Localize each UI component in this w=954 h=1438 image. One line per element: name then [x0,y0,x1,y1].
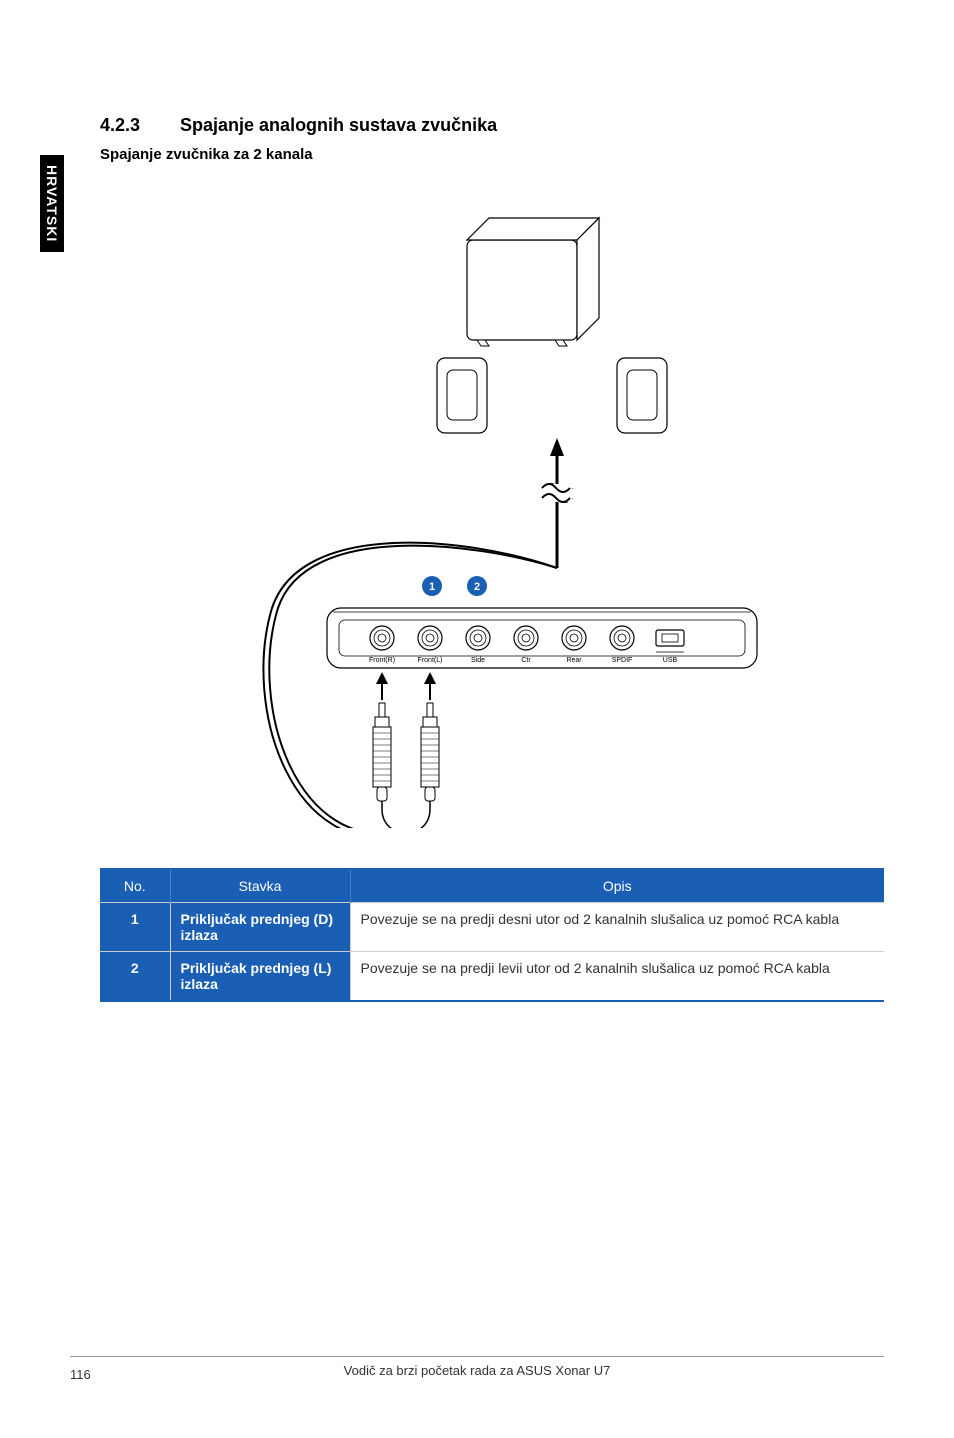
svg-text:Front(R): Front(R) [369,657,395,664]
row-item: Priključak prednjeg (D) izlaza [170,903,350,952]
svg-text:Rear: Rear [566,657,582,664]
svg-text:Front(L): Front(L) [418,657,443,664]
col-header-item: Stavka [170,870,350,903]
svg-text:SPDIF: SPDIF [612,657,633,664]
footer-title: Vodič za brzi početak rada za ASUS Xonar… [70,1363,884,1378]
row-desc: Povezuje se na predji levii utor od 2 ka… [350,952,884,1001]
col-header-no: No. [100,870,170,903]
section-subtitle: Spajanje zvučnika za 2 kanala [100,146,884,163]
connection-diagram: Front(R) Front(L) Side Ctr Rear SPDIF USB 1 2 [100,188,884,833]
table-row: 1Priključak prednjeg (D) izlazaPovezuje … [100,903,884,952]
col-header-desc: Opis [350,870,884,903]
section-title: Spajanje analognih sustava zvučnika [180,115,497,135]
main-content: 4.2.3 Spajanje analognih sustava zvučnik… [100,115,884,1002]
svg-text:Side: Side [471,657,485,664]
table-row: 2Priključak prednjeg (L) izlazaPovezuje … [100,952,884,1001]
connector-table: No. Stavka Opis 1Priključak prednjeg (D)… [100,868,884,1002]
row-desc: Povezuje se na predji desni utor od 2 ka… [350,903,884,952]
language-tab: HRVATSKI [40,155,64,252]
svg-text:1: 1 [429,581,435,593]
section-heading: 4.2.3 Spajanje analognih sustava zvučnik… [100,115,884,136]
page-number: 116 [70,1367,91,1382]
svg-text:Ctr: Ctr [521,657,531,664]
svg-text:USB: USB [663,657,678,664]
row-no: 1 [100,903,170,952]
page-footer: 116 Vodič za brzi početak rada za ASUS X… [70,1356,884,1378]
row-no: 2 [100,952,170,1001]
section-number: 4.2.3 [100,115,175,136]
svg-text:2: 2 [474,581,480,593]
row-item: Priključak prednjeg (L) izlaza [170,952,350,1001]
